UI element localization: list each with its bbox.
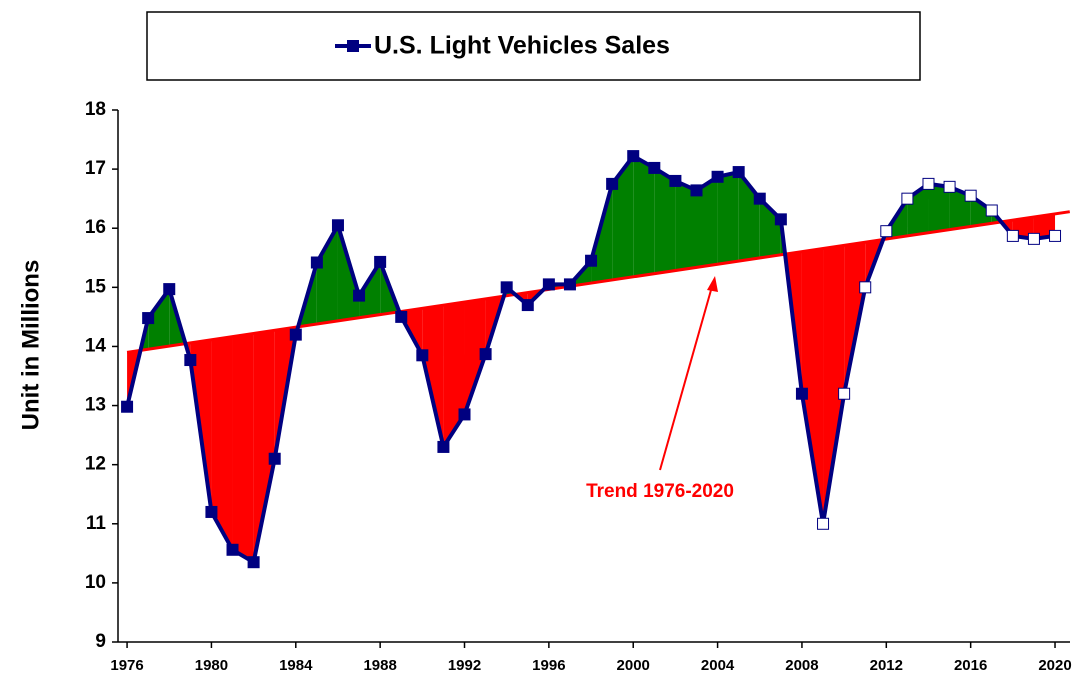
x-tick-label: 1984 — [279, 657, 313, 674]
marker — [1006, 229, 1019, 242]
marker — [669, 174, 682, 187]
marker — [753, 192, 766, 205]
deviation-fill — [612, 156, 634, 280]
x-tick-label: 1980 — [195, 657, 228, 674]
marker — [774, 213, 787, 226]
marker — [711, 170, 724, 183]
deviation-fill — [844, 242, 866, 394]
deviation-fill — [148, 289, 170, 350]
deviation-fill — [422, 305, 444, 447]
marker — [310, 256, 323, 269]
y-tick-label: 15 — [85, 276, 107, 297]
y-tick-label: 14 — [85, 335, 107, 356]
y-tick-label: 10 — [85, 572, 106, 593]
deviation-fill — [759, 198, 781, 258]
marker — [353, 289, 366, 302]
deviation-fill — [654, 167, 676, 274]
marker — [500, 281, 513, 294]
annotation-arrowhead — [707, 276, 718, 292]
deviation-fill — [211, 336, 233, 550]
marker — [964, 189, 977, 202]
deviation-fill — [633, 156, 655, 277]
marker — [817, 517, 830, 530]
marker — [331, 219, 344, 232]
legend-marker — [347, 40, 359, 52]
marker — [458, 408, 471, 421]
deviation-fill — [253, 330, 275, 563]
x-tick-label: 2012 — [870, 657, 903, 674]
deviation-fill — [696, 176, 718, 268]
y-tick-label: 16 — [85, 217, 106, 238]
trend-line — [126, 210, 1071, 354]
y-tick-label: 12 — [85, 454, 106, 475]
deviation-fill — [232, 333, 254, 563]
marker — [880, 225, 893, 238]
y-tick-label: 13 — [85, 395, 106, 416]
deviation-fill — [675, 180, 697, 271]
marker — [416, 349, 429, 362]
marker — [226, 543, 239, 556]
marker — [437, 440, 450, 453]
y-axis-label: Unit in Millions — [17, 260, 44, 431]
marker — [142, 312, 155, 325]
marker — [395, 310, 408, 323]
x-tick-label: 2020 — [1038, 657, 1071, 674]
marker — [563, 278, 576, 291]
annotation: Trend 1976-2020 — [586, 481, 734, 502]
marker — [163, 283, 176, 296]
marker — [121, 400, 134, 413]
y-tick-label: 18 — [85, 99, 106, 120]
marker — [795, 387, 808, 400]
y-tick-label: 9 — [95, 631, 106, 652]
x-tick-label: 1996 — [532, 657, 565, 674]
marker — [205, 505, 218, 518]
marker — [985, 204, 998, 217]
marker — [374, 255, 387, 268]
x-tick-label: 2008 — [785, 657, 818, 674]
marker — [648, 161, 661, 174]
x-tick-label: 1988 — [363, 657, 396, 674]
annotation-arrow — [659, 282, 714, 471]
chart-title: U.S. Light Vehicles Sales — [374, 32, 670, 60]
x-tick-label: 2000 — [617, 657, 650, 674]
marker — [901, 192, 914, 205]
y-tick-label: 17 — [85, 158, 106, 179]
legend-box — [146, 11, 921, 81]
marker — [732, 166, 745, 179]
deviation-fill — [801, 248, 824, 524]
marker — [690, 184, 703, 197]
y-tick-label: 11 — [86, 513, 107, 534]
marker — [838, 387, 851, 400]
marker — [606, 177, 619, 190]
deviation-fill — [970, 195, 992, 227]
marker — [585, 254, 598, 267]
marker — [184, 354, 197, 367]
marker — [521, 299, 534, 312]
x-tick-label: 1976 — [110, 657, 143, 674]
x-tick-label: 2004 — [701, 657, 735, 674]
marker — [542, 278, 555, 291]
deviation-fill — [316, 225, 338, 325]
marker — [627, 150, 640, 163]
x-tick-label: 2016 — [954, 657, 987, 674]
deviation-fill — [928, 183, 950, 233]
x-tick-label: 1992 — [448, 657, 481, 674]
marker — [479, 348, 492, 361]
marker — [268, 452, 281, 465]
marker — [289, 328, 302, 341]
marker — [943, 180, 956, 193]
deviation-fill — [823, 245, 845, 524]
marker — [247, 556, 260, 569]
marker — [859, 281, 872, 294]
deviation-fill — [464, 298, 486, 415]
deviation-fill — [359, 261, 381, 318]
deviation-fill — [443, 301, 465, 447]
marker — [1049, 229, 1062, 242]
marker — [1027, 232, 1040, 245]
marker — [922, 177, 935, 190]
deviation-fill — [717, 172, 739, 265]
